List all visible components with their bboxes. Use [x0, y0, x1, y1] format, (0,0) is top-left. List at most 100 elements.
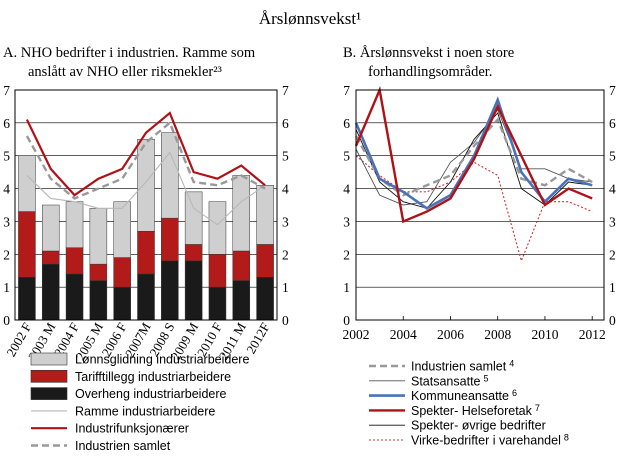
panel-a-bar-overheng	[208, 286, 227, 321]
panel-b-line-industri	[354, 117, 593, 197]
panel-a-ytick-left: 3	[3, 214, 10, 229]
panel-b-ytick-right: 4	[609, 182, 616, 197]
panel-b-xtick: 2002	[343, 327, 370, 342]
panel-a-bar-tariff	[256, 244, 274, 278]
panel-b-chart: 0 0 1 1 2 2 3 3 4 4 5 5 6 6 7 7 2002 2004 2006 2008 2010 2012	[343, 83, 617, 342]
panel-b-subtitle-line1: B. Årslønnsvekst i noen store	[343, 45, 514, 61]
panel-a-bar-tariff	[161, 217, 179, 262]
panel-a-bar-tariff	[89, 263, 108, 281]
panel-b-ytick-right: 1	[609, 280, 616, 295]
panel-a-legend: Lønnsglidning industriarbeidere Tarifftil…	[30, 352, 249, 453]
panel-a-xtick: 2012F	[243, 320, 273, 356]
legend-b-label: Industrien samlet 4	[411, 359, 514, 374]
panel-a-bar-tariff	[65, 247, 84, 275]
panel-a-ytick-right: 6	[282, 116, 289, 131]
panel-a-ytick-right: 3	[282, 214, 289, 229]
panel-a-bar-overheng	[89, 280, 108, 321]
panel-a-bar-glidning	[41, 204, 60, 252]
legend-a-label: Overheng industriarbeidere	[75, 387, 227, 401]
panel-a-bar-overheng	[184, 260, 203, 321]
panel-b-xtick: 2010	[531, 327, 558, 342]
panel-b-ytick-left: 1	[343, 280, 350, 295]
panel-a-bar-glidning	[208, 201, 227, 255]
panel-a-bar-tariff	[113, 257, 131, 288]
panel-a-bar-glidning	[256, 185, 274, 245]
legend-b-footnote: 6	[512, 388, 517, 398]
panel-a-bar-tariff	[232, 250, 251, 281]
panel-b-ytick-right: 7	[609, 83, 616, 98]
panel-a-ytick-left: 0	[3, 313, 10, 328]
panel-a-bar-tariff	[41, 250, 60, 265]
panel-b-ytick-left: 4	[343, 182, 350, 197]
panel-a-bar-overheng	[113, 286, 131, 321]
panel-a-line-funksjonaerer	[25, 111, 266, 197]
panel-b-ytick-right: 6	[609, 116, 616, 131]
panel-b-line-kommune	[354, 96, 593, 210]
legend-a-label: Ramme industriarbeidere	[75, 404, 215, 418]
panel-a-ytick-right: 4	[282, 182, 289, 197]
panel-a-subtitle-line1: A. NHO bedrifter i industrien. Ramme som	[3, 45, 256, 61]
panel-a-ytick-left: 5	[3, 149, 10, 164]
panel-b-ytick-left: 7	[343, 83, 350, 98]
panel-b-ytick-right: 2	[609, 247, 616, 262]
panel-a-line-ramme	[26, 151, 266, 226]
legend-b-footnote: 5	[484, 373, 489, 383]
panel-a-subtitle-line2: anslått av NHO eller riksmekler²³	[28, 64, 223, 80]
panel-b-xtick: 2012	[579, 327, 606, 342]
panel-a-ytick-right: 1	[282, 280, 289, 295]
legend-b-label: Statsansatte 5	[411, 373, 489, 388]
legend-b-label: Spekter- øvrige bedrifter	[411, 419, 546, 433]
panel-a-ytick-left: 4	[3, 182, 10, 197]
panel-b-subtitle-line2: forhandlingsområder.	[368, 64, 492, 80]
panel-a-bar-overheng	[41, 263, 60, 321]
legend-a-swatch-tariff	[30, 369, 68, 383]
figure-title: Årslønnsvekst¹	[259, 9, 361, 28]
panel-b-ytick-right: 0	[609, 313, 616, 328]
panel-b-line-virke	[355, 155, 593, 263]
panel-a-bar-glidning	[18, 155, 36, 212]
panel-a-ytick-right: 2	[282, 247, 289, 262]
legend-a-label: Industrifunksjonærer	[75, 422, 189, 436]
panel-b-ytick-left: 2	[343, 247, 350, 262]
panel-a-bar-glidning	[161, 132, 179, 219]
panel-a-bar-glidning	[184, 191, 203, 245]
legend-a-swatch-glidning	[30, 352, 68, 366]
panel-a-frame	[14, 89, 278, 321]
panel-a-bar-glidning	[65, 201, 84, 248]
panel-a-ytick-right: 5	[282, 149, 289, 164]
legend-b-label: Spekter- Helseforetak 7	[411, 403, 540, 418]
panel-a-ytick-left: 7	[3, 83, 10, 98]
panel-b-xtick: 2004	[390, 327, 417, 342]
panel-b-ytick-right: 3	[609, 214, 616, 229]
panel-b-line-helse	[354, 85, 593, 224]
panel-b-ytick-left: 3	[343, 214, 350, 229]
panel-b-line-ovrige	[355, 112, 593, 209]
panel-a-ytick-left: 2	[3, 247, 10, 262]
panel-a-bar-overheng	[65, 273, 84, 321]
panel-a-bar-overheng	[18, 277, 36, 321]
panel-b-ytick-left: 6	[343, 116, 350, 131]
legend-a-label: Industrien samlet	[75, 439, 171, 453]
legend-b-footnote: 7	[535, 403, 540, 413]
panel-a-bar-tariff	[184, 244, 203, 262]
legend-b-footnote: 8	[564, 433, 569, 443]
legend-b-label: Kommuneansatte 6	[411, 388, 517, 403]
panel-a-bar-tariff	[18, 211, 36, 278]
panel-a-bar-overheng	[256, 277, 274, 321]
legend-b-footnote: 4	[509, 359, 514, 369]
panel-a-bar-tariff	[137, 231, 155, 275]
panel-a-bar-tariff	[208, 254, 227, 288]
legend-b-label: Virke-bedrifter i varehandel 8	[411, 433, 569, 448]
legend-a-label: Tarifftillegg industriarbeidere	[75, 370, 231, 384]
panel-a-ytick-left: 1	[3, 280, 10, 295]
panel-b-line-stat	[355, 108, 593, 206]
panel-a-line-samlet	[25, 120, 266, 200]
panel-a-bar-glidning	[137, 139, 155, 232]
panel-a-ytick-right: 7	[282, 83, 289, 98]
panel-a-bar-glidning	[232, 175, 251, 252]
panel-b-xtick: 2006	[437, 327, 464, 342]
panel-b-frame	[355, 89, 605, 321]
panel-a-ytick-right: 0	[282, 313, 289, 328]
